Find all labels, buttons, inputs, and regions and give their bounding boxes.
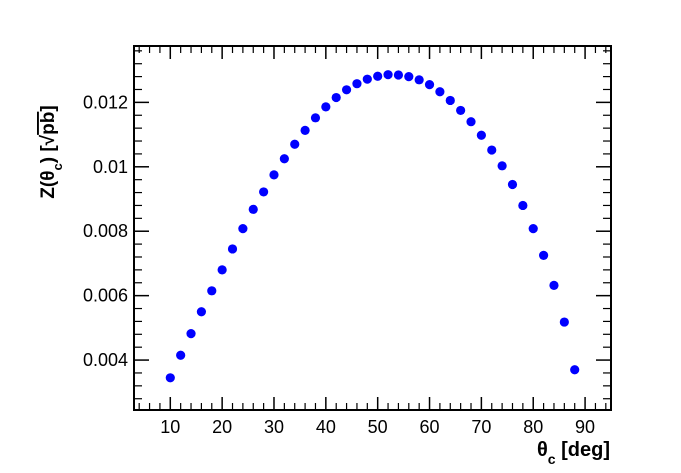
data-point [362, 74, 372, 84]
y-tick-label: 0.008 [83, 221, 128, 241]
data-point [518, 200, 528, 211]
data-point [165, 373, 175, 383]
x-tick-label: 40 [316, 417, 336, 437]
data-point [290, 139, 300, 149]
data-point [549, 280, 559, 290]
y-tick-label: 0.004 [83, 350, 128, 370]
axis-ticks [134, 46, 611, 410]
data-point [196, 307, 207, 317]
data-point [269, 170, 279, 180]
data-point [528, 224, 538, 234]
data-point [217, 265, 227, 275]
data-point [238, 224, 248, 234]
plot-frame [133, 45, 612, 411]
x-tick-label: 10 [160, 417, 180, 437]
data-point [310, 113, 321, 123]
x-tick-label: 20 [212, 417, 232, 437]
data-point [414, 75, 424, 85]
sqrt-radicand: pb [38, 112, 59, 135]
data-point [186, 329, 196, 339]
data-point [538, 250, 549, 260]
data-point [466, 117, 476, 127]
y-tick-label: 0.01 [93, 157, 128, 177]
data-point [373, 71, 383, 81]
data-point [176, 350, 186, 360]
data-point [476, 130, 486, 140]
data-point [331, 92, 341, 103]
data-point [445, 95, 455, 106]
data-point [207, 286, 217, 296]
y-axis-title-group: Z(θc) [√pb] [38, 105, 65, 198]
tick-labels: 10 20 30 40 50 60 70 80 90 0.004 0.006 0.008 0.01 0.0… [83, 92, 595, 437]
data-point [383, 70, 393, 80]
data-point [435, 87, 445, 97]
data-point [559, 317, 569, 327]
x-tick-label: 50 [368, 417, 388, 437]
data-point [393, 70, 404, 80]
data-point [456, 105, 466, 116]
data-point [487, 145, 497, 155]
sqrt-symbol: √ [38, 134, 59, 145]
data-point [404, 72, 414, 82]
data-point [259, 187, 269, 197]
data-point [570, 365, 580, 375]
data-point [248, 204, 258, 214]
data-point [300, 125, 310, 135]
x-tick-label: 60 [420, 417, 440, 437]
data-point [321, 102, 331, 112]
y-tick-label: 0.012 [83, 92, 128, 112]
data-points [165, 70, 580, 383]
x-tick-label: 70 [471, 417, 491, 437]
x-tick-label: 80 [523, 417, 543, 437]
data-point [227, 244, 238, 254]
data-point [424, 80, 435, 90]
x-tick-label: 30 [264, 417, 284, 437]
data-point [279, 154, 289, 164]
data-point [507, 179, 518, 190]
y-tick-label: 0.006 [83, 286, 128, 306]
y-axis-title: Z(θc) [√pb] [38, 105, 65, 198]
data-point [352, 79, 362, 89]
data-point [341, 85, 352, 95]
data-point [497, 161, 507, 171]
x-axis-title: θc [deg] [537, 439, 610, 467]
x-tick-label: 90 [575, 417, 595, 437]
